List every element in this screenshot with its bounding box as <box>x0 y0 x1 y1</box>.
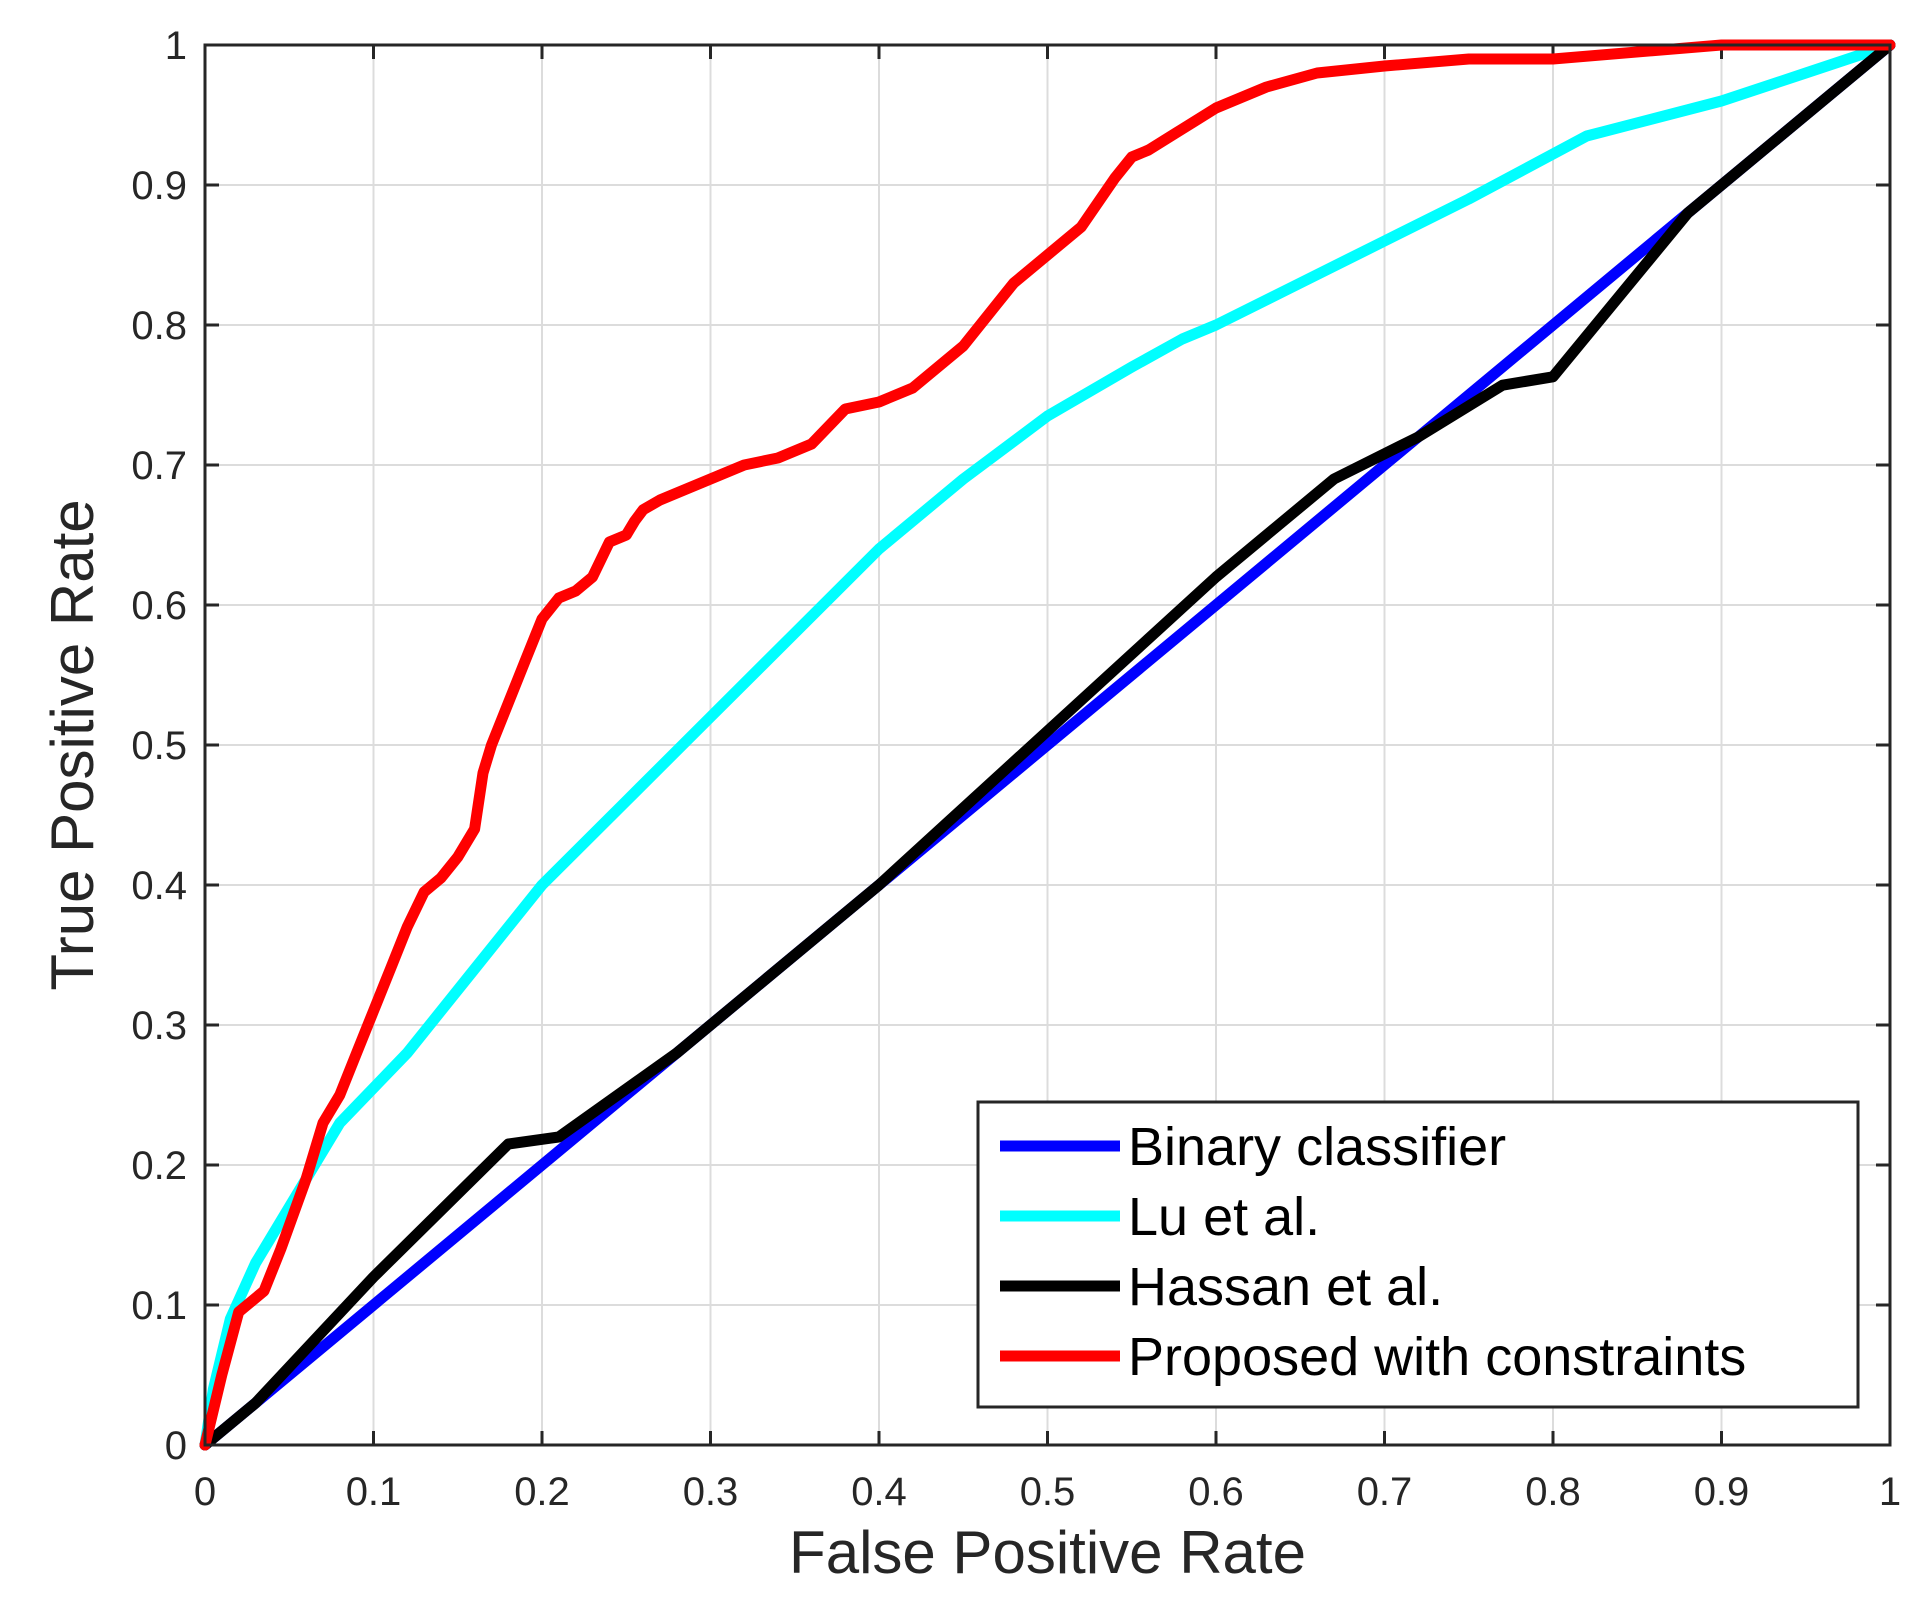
y-tick-label: 0.8 <box>131 304 187 348</box>
x-tick-label: 0.4 <box>851 1470 907 1514</box>
plot-area-border <box>203 43 1892 1447</box>
y-tick-label: 0.2 <box>131 1144 187 1188</box>
legend-label: Hassan et al. <box>1128 1257 1443 1317</box>
series-lines <box>199 39 1896 1451</box>
x-tick-label: 0.7 <box>1357 1470 1413 1514</box>
legend-label: Binary classifier <box>1128 1117 1506 1177</box>
x-tick-label: 0.1 <box>346 1470 402 1514</box>
y-tick-label: 0.7 <box>131 444 187 488</box>
y-tick-label: 0.4 <box>131 864 187 908</box>
y-axis-label: True Positive Rate <box>39 499 106 990</box>
legend-label: Lu et al. <box>1128 1187 1320 1247</box>
x-axis-label: False Positive Rate <box>789 1519 1306 1586</box>
legend-box <box>976 1100 1860 1409</box>
y-tick-label: 1 <box>165 24 187 68</box>
x-tick-label: 0.5 <box>1020 1470 1076 1514</box>
y-tick-label: 0 <box>165 1424 187 1468</box>
x-tick-label: 0.9 <box>1694 1470 1750 1514</box>
x-tick-label: 0.2 <box>514 1470 570 1514</box>
x-tick-label: 0.8 <box>1525 1470 1581 1514</box>
series-line-lu-et-al <box>199 39 1896 1451</box>
series-line-proposed-with-constraints <box>199 39 1896 1451</box>
series-line-binary-classifier <box>199 39 1896 1451</box>
x-tick-label: 0.6 <box>1188 1470 1244 1514</box>
legend-label: Proposed with constraints <box>1128 1327 1746 1387</box>
x-tick-label: 1 <box>1879 1470 1901 1514</box>
legend: Binary classifier Lu et al. Hassan et al. P… <box>976 1100 1860 1409</box>
y-tick-label: 0.9 <box>131 164 187 208</box>
tick-labels: 0 0.1 0.2 0.3 0.4 0.5 0.6 0.7 0.8 0.9 1 0 0.1 0.2 0.3 0… <box>131 24 1901 1514</box>
x-tick-label: 0 <box>194 1470 216 1514</box>
y-tick-label: 0.3 <box>131 1004 187 1048</box>
y-tick-label: 0.6 <box>131 584 187 628</box>
x-tick-label: 0.3 <box>683 1470 739 1514</box>
y-tick-label: 0.1 <box>131 1284 187 1328</box>
series-line-hassan-et-al <box>199 39 1896 1451</box>
y-tick-label: 0.5 <box>131 724 187 768</box>
